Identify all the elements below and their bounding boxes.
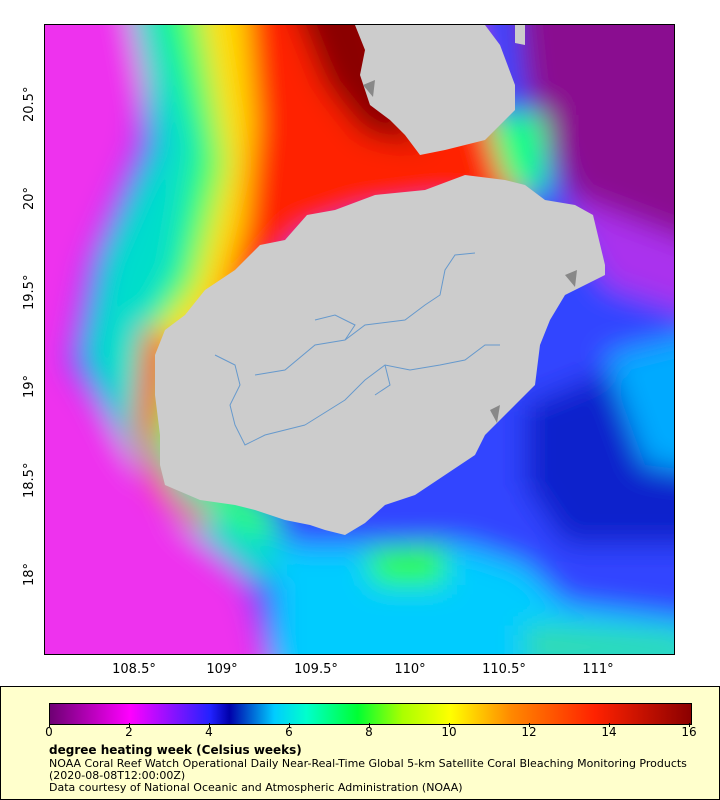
legend-title: degree heating week (Celsius weeks): [49, 743, 302, 757]
lon-label-108-5: 108.5°: [112, 662, 156, 677]
legend-source: NOAA Coral Reef Watch Operational Daily …: [49, 757, 687, 770]
leizhou-peninsula: [355, 25, 515, 155]
colorbar-label-2: 2: [125, 725, 133, 739]
colorbar: [49, 703, 692, 725]
colorbar-label-16: 16: [681, 725, 697, 739]
legend-timestamp: (2020-08-08T12:00:00Z): [49, 769, 186, 782]
map-frame[interactable]: [44, 24, 675, 655]
legend-credit: Data courtesy of National Oceanic and At…: [49, 781, 463, 794]
lat-label-18-5: 18.5°: [22, 462, 37, 498]
lat-label-18: 18°: [22, 562, 37, 586]
legend-panel: 0 2 4 6 8 10 12 14 16 degree heating wee…: [0, 686, 720, 800]
lat-label-20-5: 20.5°: [22, 86, 37, 122]
lon-label-110-5: 110.5°: [482, 662, 526, 677]
colorbar-label-10: 10: [441, 725, 457, 739]
ocean-field: [45, 25, 674, 654]
lat-label-19-5: 19.5°: [22, 274, 37, 310]
lon-label-111: 111°: [582, 662, 614, 677]
lon-label-110: 110°: [394, 662, 426, 677]
lat-label-19: 19°: [22, 374, 37, 398]
colorbar-label-6: 6: [285, 725, 293, 739]
colorbar-label-14: 14: [601, 725, 617, 739]
colorbar-label-8: 8: [365, 725, 373, 739]
colorbar-label-4: 4: [205, 725, 213, 739]
colorbar-label-0: 0: [45, 725, 53, 739]
lon-label-109-5: 109.5°: [294, 662, 338, 677]
lon-label-109: 109°: [206, 662, 238, 677]
hainan-island: [155, 175, 605, 535]
colorbar-label-12: 12: [521, 725, 537, 739]
heatmap-svg: [45, 25, 674, 654]
rivers: [214, 252, 500, 446]
lat-label-20: 20°: [22, 186, 37, 210]
